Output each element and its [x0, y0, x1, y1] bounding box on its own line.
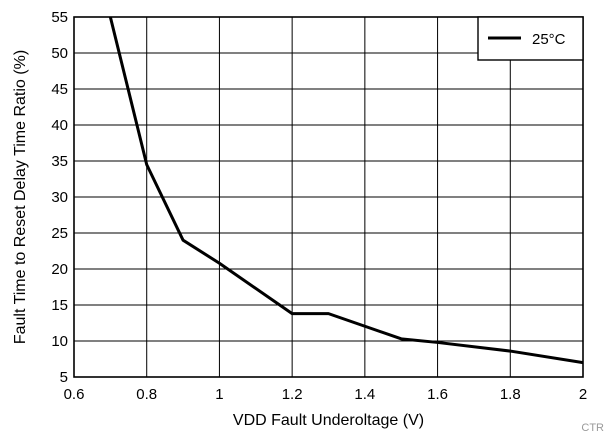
y-tick-label: 30 [51, 189, 68, 206]
y-tick-label: 10 [51, 333, 68, 350]
plot-frame [73, 16, 584, 378]
series-layer [108, 16, 584, 365]
y-tick-label: 35 [51, 153, 68, 170]
y-tick-label: 50 [51, 45, 68, 62]
x-tick-label: 1.6 [427, 386, 448, 403]
legend: 25°C [477, 16, 584, 61]
x-tick-label: 0.8 [136, 386, 157, 403]
y-tick-label: 5 [60, 369, 68, 386]
y-tick-label: 15 [51, 297, 68, 314]
x-axis-label: VDD Fault Underoltage (V) [233, 412, 424, 429]
legend-label: 25°C [532, 31, 566, 48]
y-tick-label: 45 [51, 81, 68, 98]
y-tick-label: 40 [51, 117, 68, 134]
x-tick-labels: 0.6 0.8 1 1.2 1.4 1.6 1.8 2 [64, 386, 588, 403]
x-tick-label: 1.2 [282, 386, 303, 403]
y-tick-label: 25 [51, 225, 68, 242]
x-tick-label: 0.6 [64, 386, 85, 403]
x-tick-label: 1 [215, 386, 223, 403]
watermark-text: CTR [581, 422, 604, 434]
series-line [108, 16, 584, 365]
y-axis-label: Fault Time to Reset Delay Time Ratio (%) [12, 50, 29, 344]
y-tick-label: 20 [51, 261, 68, 278]
x-tick-label: 1.8 [500, 386, 521, 403]
x-tick-label: 1.4 [354, 386, 375, 403]
y-tick-label: 55 [51, 9, 68, 26]
y-tick-labels: 5 10 15 20 25 30 35 40 45 50 55 [51, 9, 68, 386]
grid [73, 16, 584, 378]
x-tick-label: 2 [579, 386, 587, 403]
